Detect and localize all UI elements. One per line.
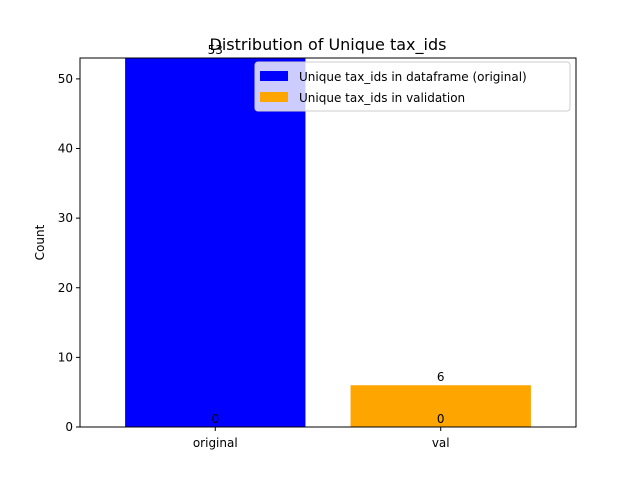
bar-original-series-1 [125,58,306,427]
legend-label-1: Unique tax_ids in dataframe (original) [299,70,527,84]
data-label-val-2: 0 [437,412,445,426]
axes-frame [79,57,577,428]
y-tick-label: 50 [58,72,73,86]
y-tick-label: 30 [58,211,73,225]
x-tick-label-val: val [432,436,450,450]
y-tick-label: 0 [65,420,73,434]
data-label-original-0: 53 [208,43,223,57]
y-tick-label: 40 [58,142,73,156]
legend: Unique tax_ids in dataframe (original) Un… [254,61,571,112]
legend-swatch-1 [260,71,288,81]
x-tick-label-original: original [193,436,238,450]
chart-title: Distribution of Unique tax_ids [210,35,447,55]
y-axis-label: Count [33,224,47,260]
data-label-val-3: 6 [437,370,445,384]
bar-val-series-2 [350,385,531,427]
plot-area [125,58,531,427]
y-tick-label: 20 [58,281,73,295]
y-tick-label: 10 [58,350,73,364]
axis-ticks: 0 10 20 30 40 50 original val [58,72,450,450]
legend-frame [254,61,571,112]
data-label-original-1: 0 [211,412,219,426]
legend-label-2: Unique tax_ids in validation [299,91,465,105]
legend-swatch-2 [260,92,288,102]
data-labels: 53 0 0 6 [208,43,445,426]
